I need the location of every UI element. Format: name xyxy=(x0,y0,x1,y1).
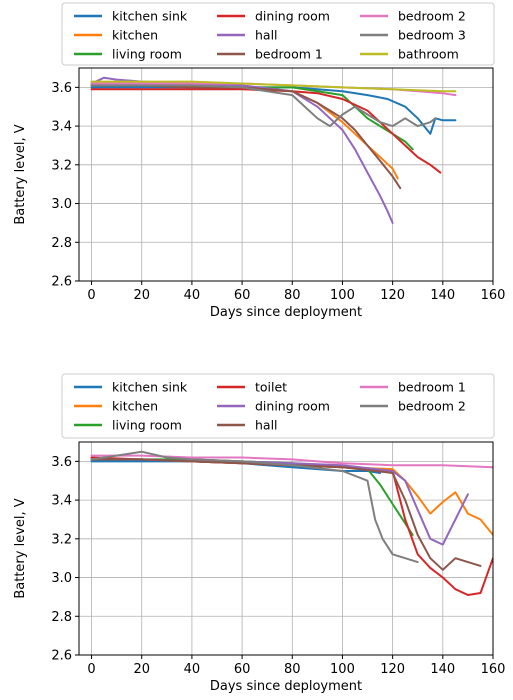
x-tick-label: 100 xyxy=(330,662,355,677)
x-tick-label: 100 xyxy=(330,288,355,303)
legend-item-bedroom-2: bedroom 2 xyxy=(360,9,466,24)
x-tick-label: 0 xyxy=(87,288,95,303)
series-line-bedroom-3 xyxy=(90,84,437,128)
series-group xyxy=(90,76,457,224)
y-tick-label: 2.6 xyxy=(51,275,72,290)
x-tick-label: 20 xyxy=(133,288,150,303)
x-tick-label: 120 xyxy=(380,288,405,303)
series-group xyxy=(90,450,493,596)
y-tick-label: 3.0 xyxy=(51,197,72,212)
y-tick-label: 2.6 xyxy=(51,649,72,664)
legend-label: kitchen xyxy=(112,28,158,43)
legend-label: bathroom xyxy=(398,47,459,62)
legend-item-dining-room: dining room xyxy=(217,9,330,24)
legend-item-living-room: living room xyxy=(74,47,182,62)
y-tick-label: 2.8 xyxy=(51,236,72,251)
x-tick-label: 160 xyxy=(481,662,506,677)
series-line-kitchen-sink xyxy=(90,86,457,135)
legend-label: bedroom 1 xyxy=(398,380,466,395)
legend-item-bathroom: bathroom xyxy=(360,47,459,62)
legend-label: kitchen sink xyxy=(112,9,188,24)
legend-label: dining room xyxy=(255,9,330,24)
legend-label: bedroom 2 xyxy=(398,9,466,24)
chart-1: 0 20 40 60 80 100 120 140 160 2.6 2.8 3.0 3.2 3.4 3.6 D… xyxy=(13,2,506,320)
y-tick-label: 3.2 xyxy=(51,532,72,547)
legend-frame xyxy=(61,373,495,439)
x-tick-label: 60 xyxy=(234,288,251,303)
y-axis-label: Battery level, V xyxy=(13,498,28,598)
y-tick-label: 3.4 xyxy=(51,120,72,135)
x-tick-label: 140 xyxy=(430,288,455,303)
x-tick-label: 80 xyxy=(284,288,301,303)
y-axis-label: Battery level, V xyxy=(13,124,28,224)
legend-label: hall xyxy=(255,28,278,43)
legend-item-kitchen: kitchen xyxy=(74,28,158,43)
x-tick-label: 40 xyxy=(184,662,201,677)
legend-label: kitchen sink xyxy=(112,380,188,395)
legend-item-dining-room: dining room xyxy=(217,399,330,414)
legend-item-kitchen-sink: kitchen sink xyxy=(74,380,188,395)
x-axis-label: Days since deployment xyxy=(210,305,362,320)
plot-frame xyxy=(78,67,494,282)
series-line-bathroom xyxy=(90,80,457,93)
x-tick-label: 20 xyxy=(133,662,150,677)
x-tick-label: 0 xyxy=(87,662,95,677)
legend-item-hall: hall xyxy=(217,418,278,433)
legend-label: hall xyxy=(255,418,278,433)
series-line-dining-room xyxy=(90,88,442,174)
x-tick-label: 80 xyxy=(284,662,301,677)
x-axis-label: Days since deployment xyxy=(210,679,362,694)
legend-item-toilet: toilet xyxy=(217,380,287,395)
series-line-hall xyxy=(90,458,482,571)
legend-item-kitchen-sink: kitchen sink xyxy=(74,9,188,24)
chart-2: 0 20 40 60 80 100 120 140 160 2.6 2.8 3.0 3.2 3.4 3.6 D… xyxy=(13,373,506,694)
x-tick-label: 60 xyxy=(234,662,251,677)
x-tick-label: 120 xyxy=(380,662,405,677)
legend-label: living room xyxy=(112,47,182,62)
series-line-bedroom-2 xyxy=(90,450,419,564)
legend-frame xyxy=(61,2,495,66)
legend-label: bedroom 3 xyxy=(398,28,466,43)
x-tick-label: 160 xyxy=(481,288,506,303)
y-tick-label: 3.6 xyxy=(51,455,72,470)
legend-item-bedroom-2: bedroom 2 xyxy=(360,399,466,414)
legend-item-bedroom-1: bedroom 1 xyxy=(217,47,323,62)
legend-label: kitchen xyxy=(112,399,158,414)
legend: kitchen sink kitchen living room dining roo… xyxy=(61,2,495,66)
legend-item-hall: hall xyxy=(217,28,278,43)
legend-label: bedroom 2 xyxy=(398,399,466,414)
y-tick-label: 3.6 xyxy=(51,81,72,96)
legend-label: living room xyxy=(112,418,182,433)
legend-item-bedroom-1: bedroom 1 xyxy=(360,380,466,395)
legend-label: dining room xyxy=(255,399,330,414)
legend-label: toilet xyxy=(255,380,287,395)
series-line-bedroom-1 xyxy=(90,84,402,190)
legend-label: bedroom 1 xyxy=(255,47,323,62)
y-tick-label: 3.4 xyxy=(51,494,72,509)
legend-item-bedroom-3: bedroom 3 xyxy=(360,28,466,43)
y-tick-label: 2.8 xyxy=(51,610,72,625)
legend: kitchen sink kitchen living room toilet dini… xyxy=(61,373,495,439)
y-tick-label: 3.2 xyxy=(51,158,72,173)
series-line-hall xyxy=(90,76,394,224)
x-tick-label: 140 xyxy=(430,662,455,677)
legend-item-kitchen: kitchen xyxy=(74,399,158,414)
x-tick-label: 40 xyxy=(184,288,201,303)
plot-frame xyxy=(78,441,494,656)
legend-item-living-room: living room xyxy=(74,418,182,433)
y-tick-label: 3.0 xyxy=(51,571,72,586)
